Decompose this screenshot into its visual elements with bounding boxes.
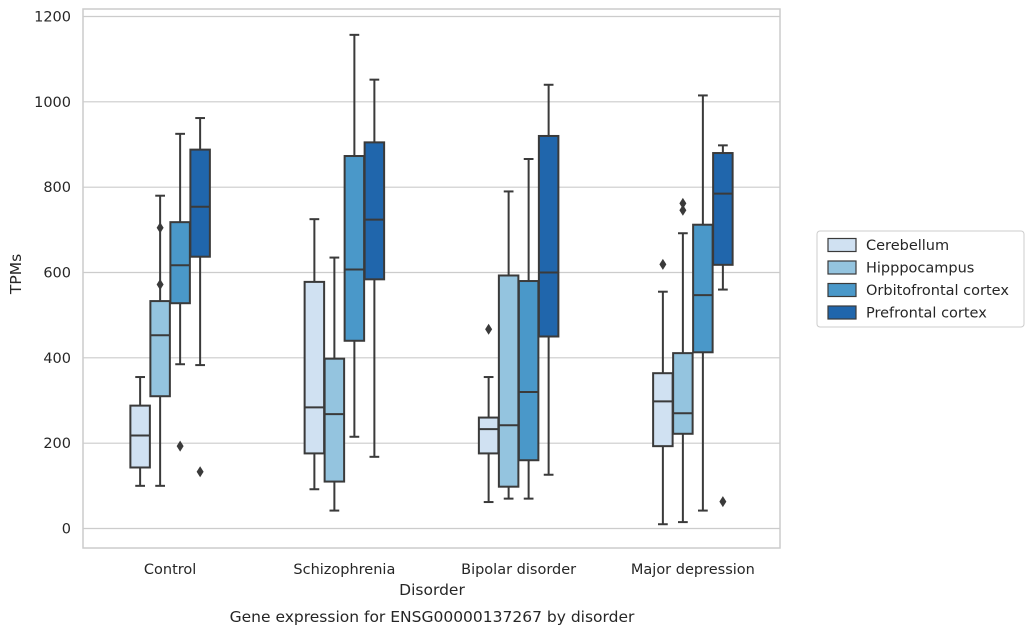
- plot-frame: [82, 8, 781, 549]
- box-iqr: [537, 134, 560, 338]
- y-tick-label: 600: [43, 266, 71, 282]
- box-2-1: [497, 190, 520, 500]
- y-tick-label: 800: [43, 180, 71, 196]
- outlier-point: [485, 323, 493, 335]
- outlier-point: [719, 496, 727, 508]
- box-0-3: [189, 117, 211, 478]
- legend-swatch: [827, 237, 857, 253]
- box-3-3: [712, 144, 734, 508]
- box-iqr: [303, 280, 326, 455]
- y-tick-label: 1000: [34, 95, 71, 111]
- legend-swatch: [827, 282, 857, 298]
- legend: Cerebellum Hipppocampus Orbitofrontal cort…: [816, 230, 1025, 328]
- box-2-0: [477, 323, 500, 504]
- outlier-point: [679, 197, 687, 209]
- box-iqr: [189, 148, 211, 258]
- legend-label: Cerebellum: [866, 238, 949, 254]
- plot-area: [129, 33, 734, 526]
- box-0-0: [129, 376, 151, 487]
- box-iqr: [517, 280, 540, 462]
- box-3-0: [652, 258, 674, 526]
- box-iqr: [497, 274, 520, 488]
- box-2-3: [537, 83, 560, 476]
- box-iqr: [477, 416, 500, 455]
- outlier-point: [659, 258, 667, 270]
- box-iqr: [149, 300, 171, 398]
- y-tick-label: 400: [43, 351, 71, 367]
- outlier-point: [679, 204, 687, 216]
- box-2-2: [517, 158, 540, 500]
- legend-label: Orbitofrontal cortex: [866, 283, 1009, 299]
- outlier-point: [156, 222, 164, 234]
- box-1-2: [343, 33, 366, 438]
- x-tick-label: Bipolar disorder: [461, 562, 576, 578]
- box-iqr: [692, 223, 714, 354]
- legend-frame: [816, 230, 1025, 328]
- box-iqr: [672, 352, 694, 435]
- outlier-point: [156, 278, 164, 290]
- legend-swatch: [827, 305, 857, 320]
- y-axis-ticks: 0 200 400 600 800 1000 1200: [34, 10, 71, 538]
- box-0-1: [149, 194, 171, 487]
- chart-caption: Gene expression for ENSG00000137267 by d…: [230, 608, 635, 626]
- x-axis-label: Disorder: [399, 581, 465, 599]
- box-iqr: [169, 221, 191, 305]
- legend-swatch: [827, 260, 857, 275]
- x-axis-ticks: Control Schizophrenia Bipolar disorder Majo…: [144, 562, 755, 578]
- legend-label: Hipppocampus: [866, 261, 974, 277]
- x-tick-label: Control: [144, 562, 196, 578]
- y-tick-label: 0: [62, 522, 71, 538]
- y-tick-label: 200: [43, 436, 71, 452]
- x-tick-label: Major depression: [631, 562, 755, 578]
- y-tick-label: 1200: [34, 10, 71, 26]
- y-axis-label: TPMs: [7, 254, 25, 295]
- outlier-point: [196, 466, 204, 478]
- outlier-point: [176, 440, 184, 452]
- box-3-2: [692, 94, 714, 512]
- box-0-2: [169, 132, 191, 452]
- box-iqr: [652, 372, 674, 448]
- box-3-1: [672, 197, 694, 524]
- box-1-1: [323, 256, 346, 512]
- box-iqr: [363, 141, 386, 281]
- box-1-3: [363, 78, 386, 458]
- box-iqr: [129, 404, 151, 469]
- box-iqr: [712, 152, 734, 266]
- x-tick-label: Schizophrenia: [293, 562, 395, 578]
- legend-label: Prefrontal cortex: [866, 306, 987, 322]
- box-iqr: [343, 155, 366, 342]
- box-iqr: [323, 357, 346, 483]
